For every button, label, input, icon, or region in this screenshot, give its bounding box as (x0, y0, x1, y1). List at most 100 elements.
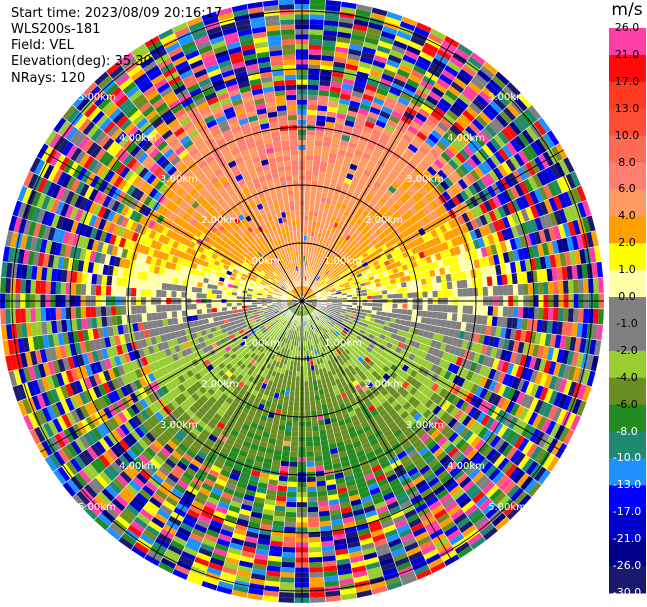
range-gate (483, 200, 493, 213)
range-gate (543, 198, 554, 214)
range-gate (441, 241, 450, 251)
range-gate (334, 266, 341, 272)
range-gate (401, 87, 415, 98)
range-gate (339, 139, 350, 147)
range-gate (422, 304, 428, 311)
range-gate (313, 288, 319, 293)
range-gate (411, 246, 419, 255)
range-gate (320, 273, 325, 279)
range-gate (303, 291, 306, 297)
range-gate (319, 271, 324, 278)
range-gate (394, 248, 402, 256)
range-gate (314, 135, 324, 142)
range-gate (497, 205, 507, 219)
range-gate (351, 28, 367, 37)
range-gate (307, 230, 312, 237)
range-gate (309, 581, 325, 588)
range-gate (439, 266, 446, 276)
range-gate (423, 42, 439, 54)
range-gate (439, 117, 453, 129)
range-gate (358, 178, 367, 186)
range-gate (386, 197, 396, 207)
range-gate (308, 29, 324, 36)
range-gate (533, 230, 542, 245)
range-gate (511, 272, 518, 285)
range-gate (420, 257, 428, 266)
range-gate (572, 279, 579, 294)
range-gate (324, 9, 341, 17)
range-gate (419, 51, 435, 63)
range-gate (521, 129, 535, 145)
range-gate (282, 546, 296, 553)
range-gate (369, 155, 379, 164)
range-gate (446, 239, 454, 249)
range-gate (481, 276, 488, 287)
range-gate (554, 253, 562, 268)
range-gate (346, 146, 356, 154)
range-gate (313, 280, 318, 286)
range-gate (420, 242, 428, 251)
range-gate (329, 261, 335, 267)
range-gate (285, 501, 297, 508)
range-gate (417, 107, 431, 119)
range-gate (459, 189, 470, 202)
range-gate (356, 112, 368, 121)
range-gate (380, 167, 391, 177)
range-gate (351, 304, 358, 309)
range-gate (351, 90, 364, 99)
range-gate (562, 280, 569, 295)
range-gate (493, 134, 506, 148)
range-gate (347, 237, 355, 244)
range-gate (434, 226, 443, 236)
range-gate (367, 302, 373, 307)
range-gate (362, 198, 371, 206)
range-gate (396, 308, 403, 315)
range-gate (321, 267, 327, 274)
range-gate (333, 273, 340, 279)
range-gate (425, 277, 432, 285)
range-gate (433, 235, 442, 246)
range-gate (318, 80, 331, 87)
range-gate (455, 235, 464, 246)
range-gate (413, 221, 423, 230)
range-gate (586, 262, 594, 279)
range-gate (406, 78, 420, 89)
range-gate (441, 312, 448, 321)
range-gate (466, 314, 473, 324)
range-gate (324, 270, 330, 276)
range-gate (327, 157, 337, 164)
range-gate (303, 255, 306, 261)
range-gate (517, 132, 531, 148)
range-gate (455, 152, 467, 164)
range-gate (593, 245, 602, 263)
range-gate (437, 169, 448, 181)
range-gate (313, 211, 319, 217)
range-gate (458, 262, 466, 272)
range-gate (527, 282, 534, 296)
range-gate (347, 201, 355, 209)
range-gate (311, 170, 320, 177)
range-gate (462, 109, 476, 123)
range-gate (389, 214, 398, 223)
range-gate (439, 250, 447, 260)
range-gate (280, 455, 290, 462)
range-gate (481, 144, 494, 157)
range-gate (311, 285, 316, 290)
range-gate (346, 53, 361, 62)
range-gate (384, 16, 402, 26)
range-gate (336, 247, 342, 254)
range-gate (352, 85, 365, 94)
range-gate (454, 136, 467, 149)
range-gate (523, 108, 538, 124)
range-gate (457, 305, 464, 314)
range-gate (407, 303, 413, 310)
range-gate (453, 263, 461, 273)
range-gate (328, 284, 334, 288)
range-gate (309, 400, 316, 407)
range-gate (484, 124, 498, 138)
range-gate (371, 128, 383, 138)
range-gate (369, 133, 381, 142)
range-gate (284, 430, 292, 437)
range-gate (501, 144, 514, 159)
range-gate (393, 105, 406, 116)
